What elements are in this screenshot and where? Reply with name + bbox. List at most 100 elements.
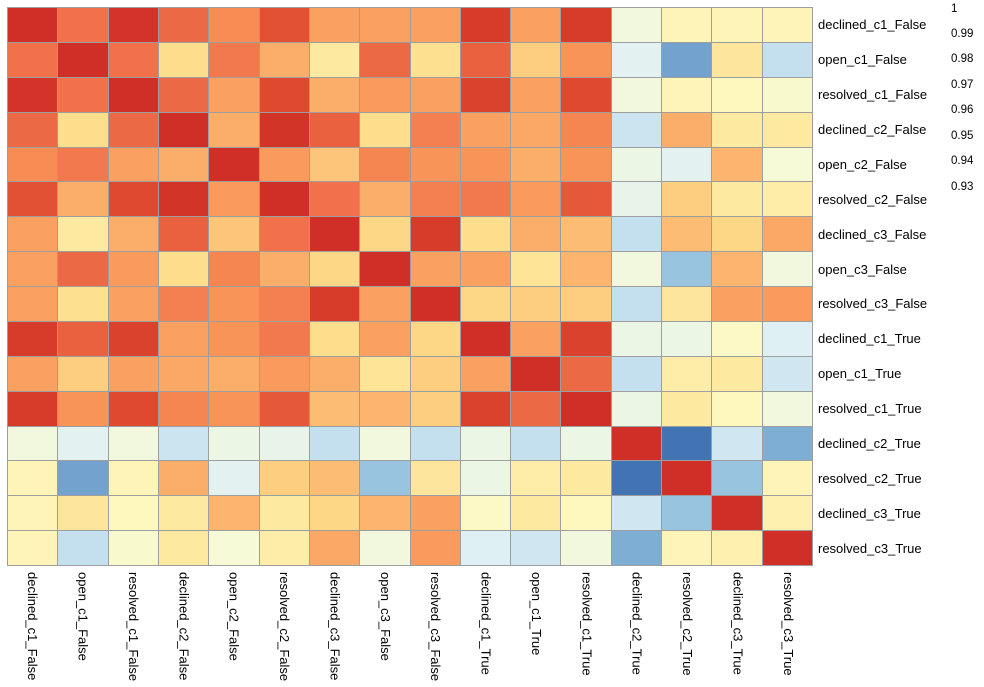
heatmap-cell (58, 287, 108, 321)
heatmap-cell (309, 42, 360, 77)
heatmap-cell (259, 356, 309, 391)
heatmap-cell (259, 531, 309, 565)
heatmap-cell (309, 426, 360, 461)
heatmap-cell (611, 287, 662, 321)
heatmap-cell (360, 391, 410, 426)
heatmap-cell (209, 217, 259, 252)
heatmap-cell (662, 287, 712, 321)
heatmap-cell (410, 112, 460, 147)
heatmap-cell (511, 182, 561, 217)
row-label: resolved_c2_False (818, 191, 928, 207)
heatmap-cell (360, 112, 410, 147)
heatmap-cell (662, 112, 712, 147)
heatmap-cell (209, 321, 259, 356)
heatmap-cell (108, 321, 158, 356)
heatmap-cell (511, 531, 561, 565)
colorbar-tick-label: 0.95 (951, 129, 974, 142)
row-label: declined_c3_False (818, 226, 927, 242)
heatmap-cell (511, 252, 561, 286)
heatmap-cell (360, 217, 410, 252)
heatmap-cell (410, 217, 460, 252)
heatmap-cell (108, 391, 158, 426)
heatmap-cell (611, 426, 662, 461)
heatmap-cell (58, 426, 108, 461)
heatmap-cell (511, 287, 561, 321)
heatmap-cell (8, 391, 58, 426)
heatmap-cell (561, 356, 611, 391)
heatmap-cell (58, 217, 108, 252)
heatmap-cell (410, 182, 460, 217)
heatmap-cell (360, 356, 410, 391)
heatmap-cell (762, 182, 812, 217)
heatmap-cell (209, 356, 259, 391)
heatmap-cell (662, 356, 712, 391)
heatmap-cell (511, 8, 561, 42)
heatmap-cell (259, 287, 309, 321)
heatmap-cell (712, 8, 762, 42)
heatmap-cell (762, 391, 812, 426)
heatmap-cell (309, 356, 360, 391)
heatmap-cell (712, 356, 762, 391)
heatmap-cell (259, 77, 309, 112)
heatmap-cell (58, 8, 108, 42)
heatmap-cell (259, 321, 309, 356)
heatmap-cell (309, 531, 360, 565)
heatmap-cell (108, 531, 158, 565)
heatmap-cell (259, 147, 309, 182)
col-label: declined_c2_True (629, 572, 645, 675)
heatmap-cell (108, 252, 158, 286)
heatmap-cell (58, 112, 108, 147)
heatmap-cell (712, 42, 762, 77)
heatmap-cell (662, 217, 712, 252)
heatmap-cell (511, 217, 561, 252)
heatmap-cell (309, 77, 360, 112)
heatmap-cell (8, 182, 58, 217)
heatmap-cell (58, 147, 108, 182)
heatmap-cell (561, 461, 611, 496)
heatmap-cell (309, 112, 360, 147)
heatmap-cell (158, 356, 209, 391)
heatmap-cell (511, 112, 561, 147)
heatmap-cell (611, 496, 662, 531)
heatmap-cell (561, 252, 611, 286)
heatmap-cell (712, 321, 762, 356)
heatmap-cell (8, 252, 58, 286)
heatmap-cell (108, 8, 158, 42)
heatmap-cell (511, 496, 561, 531)
correlation-heatmap (7, 7, 813, 566)
colorbar-tick-label: 0.99 (951, 28, 974, 40)
heatmap-cell (712, 461, 762, 496)
heatmap-cell (762, 461, 812, 496)
heatmap-cell (762, 356, 812, 391)
row-label: declined_c2_True (818, 436, 921, 452)
heatmap-cell (712, 112, 762, 147)
heatmap-cell (662, 496, 712, 531)
col-label: declined_c1_False (25, 572, 41, 681)
heatmap-cell (561, 182, 611, 217)
heatmap-cell (360, 496, 410, 531)
heatmap-cell (108, 287, 158, 321)
heatmap-cell (410, 8, 460, 42)
heatmap-cell (209, 77, 259, 112)
heatmap-cell (662, 531, 712, 565)
heatmap-cell (360, 147, 410, 182)
heatmap-cell (58, 461, 108, 496)
heatmap-cell (209, 531, 259, 565)
heatmap-cell (8, 42, 58, 77)
heatmap-cell (662, 391, 712, 426)
heatmap-cell (460, 42, 511, 77)
colorbar-tick-label: 1 (951, 2, 958, 15)
heatmap-cell (611, 461, 662, 496)
heatmap-cell (460, 391, 511, 426)
heatmap-cell (309, 8, 360, 42)
heatmap-cell (108, 217, 158, 252)
heatmap-cell (8, 287, 58, 321)
heatmap-cell (611, 321, 662, 356)
heatmap-cell (561, 217, 611, 252)
heatmap-cell (662, 147, 712, 182)
heatmap-cell (259, 112, 309, 147)
heatmap-cell (158, 217, 209, 252)
colorbar-tick-label: 0.98 (951, 53, 974, 66)
heatmap-cell (158, 287, 209, 321)
